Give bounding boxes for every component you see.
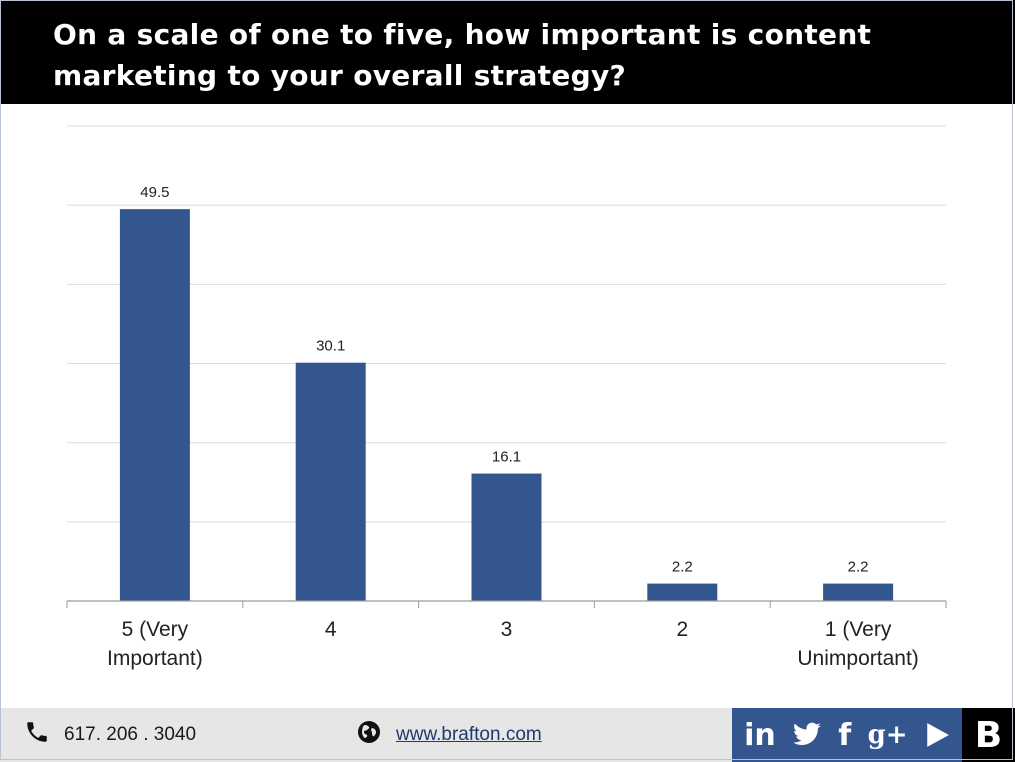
data-label: 2.2 <box>672 559 693 576</box>
googleplus-icon[interactable]: g+ <box>867 720 908 750</box>
bar <box>471 473 542 601</box>
bar <box>647 583 718 601</box>
phone-contact: 617. 206 . 3040 <box>24 708 196 762</box>
header-banner: On a scale of one to five, how important… <box>0 0 1015 104</box>
data-label: 2.2 <box>848 559 869 576</box>
chart-canvas: 49.5 5 (Very Important) 30.1 4 16.1 3 2.2 2 2.2 1 … <box>66 125 947 670</box>
globe-icon <box>356 719 382 751</box>
bar <box>295 362 366 601</box>
category-label: 2 <box>676 618 688 641</box>
facebook-icon[interactable]: f <box>838 717 852 753</box>
data-label: 30.1 <box>316 338 345 355</box>
play-icon[interactable] <box>924 722 950 748</box>
data-label: 49.5 <box>140 184 169 201</box>
bar <box>119 209 190 601</box>
twitter-icon[interactable] <box>792 722 822 748</box>
phone-icon <box>24 719 50 751</box>
phone-number: 617. 206 . 3040 <box>64 724 197 745</box>
bar-chart: 49.5 5 (Very Important) 30.1 4 16.1 3 2.2 2 2.2 1 … <box>0 104 1015 708</box>
category-label: 1 (Very <box>825 618 892 641</box>
footer: 617. 206 . 3040 www.brafton.com in f g+ … <box>0 708 1015 762</box>
social-bar: in f g+ <box>732 708 962 762</box>
category-label: Important) <box>107 647 203 670</box>
category-label: 5 (Very <box>122 618 189 641</box>
linkedin-icon[interactable]: in <box>744 717 776 753</box>
category-label: 4 <box>325 618 337 641</box>
website-link[interactable]: www.brafton.com <box>396 724 542 745</box>
category-label: Unimportant) <box>797 647 918 670</box>
category-label: 3 <box>501 618 513 641</box>
brand-logo: B <box>962 708 1015 762</box>
bar <box>823 583 894 601</box>
website-contact: www.brafton.com <box>356 708 542 762</box>
chart-title: On a scale of one to five, how important… <box>53 18 872 92</box>
data-label: 16.1 <box>492 449 521 466</box>
